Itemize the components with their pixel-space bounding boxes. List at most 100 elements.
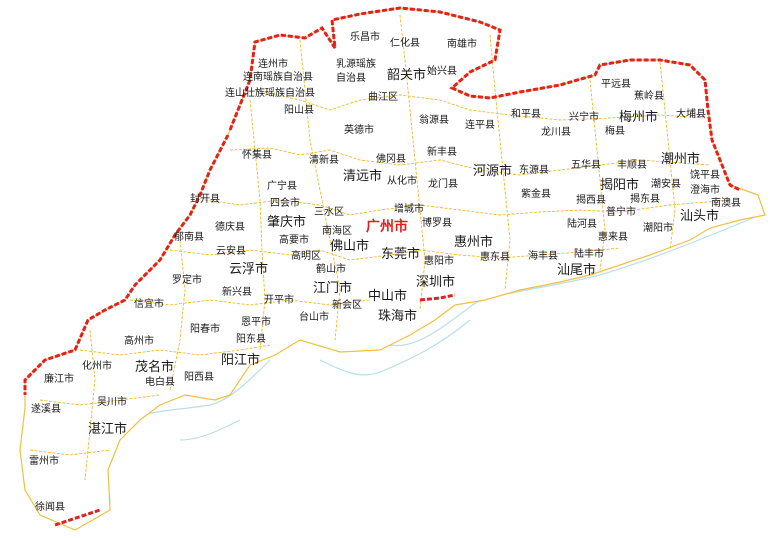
place-label-huazhou: 化州市	[82, 359, 112, 372]
place-label-huizhou: 惠州市	[454, 234, 493, 250]
place-label-kaiping: 开平市	[264, 293, 294, 306]
place-label-luoding: 罗定市	[172, 273, 202, 286]
place-label-jiangmen: 江门市	[313, 280, 352, 296]
place-label-zijin: 紫金县	[521, 187, 551, 200]
place-label-wuchuan: 吴川市	[97, 395, 127, 408]
place-label-suixi: 遂溪县	[31, 402, 61, 415]
place-label-renhua: 仁化县	[390, 36, 420, 49]
place-label-zengcheng: 增城市	[394, 202, 424, 215]
place-label-lianshan: 连山壮族瑶族自治县	[225, 86, 315, 99]
place-label-zhuhai: 珠海市	[378, 308, 417, 324]
place-label-nanxiong: 南雄市	[447, 37, 477, 50]
place-label-qujiang: 曲江区	[368, 91, 398, 103]
place-label-conghua: 从化市	[387, 174, 417, 187]
place-label-guangzhou: 广州市	[366, 218, 408, 235]
place-label-meizhou: 梅州市	[619, 109, 658, 125]
place-label-chaoyang: 潮阳市	[643, 221, 673, 234]
province-border	[23, 6, 741, 527]
place-label-zhanjiang: 湛江市	[88, 421, 127, 437]
place-label-yunan: 郁南县	[174, 230, 204, 243]
place-label-sanshui: 三水区	[314, 206, 344, 218]
place-label-fogang: 佛冈县	[376, 152, 406, 165]
place-label-wengyuan: 翁源县	[419, 113, 449, 126]
place-label-guangning: 广宁县	[267, 179, 297, 192]
place-label-lianjiang: 廉江市	[44, 372, 74, 385]
place-label-yangchun: 阳春市	[190, 322, 220, 335]
place-label-huidong: 惠东县	[480, 250, 510, 263]
place-label-meixian: 梅县	[605, 124, 625, 137]
place-label-boluo: 博罗县	[422, 216, 452, 229]
place-label-xuwen: 徐闻县	[35, 500, 65, 513]
place-label-puning: 普宁市	[606, 205, 636, 218]
place-label-huiyang: 惠阳市	[424, 254, 454, 267]
place-label-ruyuan: 乳源瑶族	[336, 57, 376, 70]
place-label-shenzhen: 深圳市	[416, 274, 455, 290]
place-label-jieyang: 揭阳市	[600, 177, 639, 193]
place-label-chaoan: 潮安县	[651, 177, 681, 190]
place-label-jiedong: 揭东县	[630, 192, 660, 205]
place-label-yangxi: 阳西县	[184, 371, 214, 383]
place-label-nanao: 南澳县	[711, 196, 741, 209]
place-label-raoping: 饶平县	[690, 168, 720, 181]
place-label-yangjiang: 阳江市	[221, 352, 260, 368]
place-label-yingde: 英德市	[344, 123, 374, 136]
place-label-qingxin: 清新县	[309, 153, 339, 166]
place-label-shantou: 汕头市	[680, 208, 719, 224]
place-label-shixing: 始兴县	[427, 64, 457, 77]
place-label-fengkai: 封开县	[190, 192, 220, 205]
place-label-xingning: 兴宁市	[569, 110, 599, 123]
place-label-maoming: 茂名市	[135, 359, 174, 375]
place-label-heyuan: 河源市	[473, 163, 512, 179]
place-label-nanhai: 南海区	[322, 224, 352, 237]
province-land	[19, 7, 766, 531]
place-label-longchuan: 龙川县	[541, 125, 571, 138]
place-label-lechang: 乐昌市	[350, 30, 380, 43]
place-label-lufengshi: 陆丰市	[574, 247, 604, 260]
place-label-huilai: 惠来县	[598, 230, 628, 243]
place-label-gaoyao: 高要市	[279, 233, 309, 246]
place-label-yangdong: 阳东县	[236, 332, 266, 345]
place-label-huaiji: 怀集县	[242, 148, 272, 161]
place-label-longmen: 龙门县	[428, 177, 458, 190]
place-label-qingyuan: 清远市	[343, 168, 382, 184]
place-label-dabu: 大埔县	[676, 107, 706, 120]
place-label-zhaoqing: 肇庆市	[267, 214, 306, 230]
place-label-heping: 和平县	[511, 108, 541, 120]
place-label-dianbai: 电白县	[145, 375, 175, 388]
place-label-pingyuan: 平远县	[601, 78, 631, 90]
place-label-yunfu: 云浮市	[229, 261, 268, 277]
place-label-lianping: 连平县	[465, 118, 495, 131]
place-label-chaozhou: 潮州市	[661, 151, 700, 167]
place-label-deqing: 德庆县	[215, 220, 245, 233]
place-label-dongguan: 东莞市	[381, 246, 420, 262]
place-label-shaoguan: 韶关市	[387, 67, 426, 83]
place-label-wuhua: 五华县	[571, 158, 601, 171]
place-label-shanwei: 汕尾市	[557, 262, 596, 278]
place-label-xinxing: 新兴县	[222, 285, 252, 298]
place-label-jiaoling: 蕉岭县	[634, 89, 664, 102]
place-label-lufeng: 陆河县	[567, 217, 597, 230]
place-label-gaoming: 高明区	[291, 249, 321, 262]
place-label-foshan: 佛山市	[330, 238, 369, 254]
place-label-taishan: 台山市	[299, 310, 329, 323]
place-label-jiexi: 揭西县	[576, 193, 606, 206]
place-label-xinhui: 新会区	[332, 298, 362, 311]
place-label-heshan: 鹤山市	[316, 262, 346, 275]
place-label-leizhou: 雷州市	[29, 454, 59, 467]
place-label-yangshan: 阳山县	[284, 104, 314, 116]
place-label-zhongshan: 中山市	[368, 288, 407, 304]
place-label-gaozhou: 高州市	[124, 334, 154, 347]
place-label-enping: 恩平市	[241, 315, 271, 328]
place-label-chenghai: 澄海市	[690, 183, 720, 196]
place-label-xinfeng: 新丰县	[427, 145, 457, 158]
place-label-fengshun: 丰顺县	[617, 158, 647, 171]
place-label-yunan2: 云安县	[216, 244, 246, 257]
place-label-dongyuan: 东源县	[519, 163, 549, 176]
place-label-sihui: 四会市	[270, 196, 300, 209]
place-label-lianzhou: 连州市	[258, 57, 288, 70]
place-label-ruyuan2: 自治县	[336, 71, 366, 84]
place-label-xinyi: 信宜市	[134, 297, 164, 310]
place-label-haifeng: 海丰县	[528, 249, 558, 262]
